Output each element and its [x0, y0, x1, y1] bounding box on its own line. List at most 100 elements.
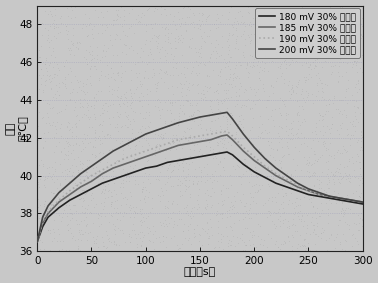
Point: [342, 147, 348, 152]
Point: [268, 114, 274, 119]
Point: [87, 16, 93, 20]
Point: [169, 169, 175, 174]
200 mV 30% 占空比: [57, 191, 61, 194]
Point: [95, 136, 101, 141]
Point: [53, 130, 59, 135]
Point: [190, 182, 196, 186]
Point: [329, 115, 335, 119]
Point: [177, 38, 183, 43]
Point: [163, 7, 169, 11]
Point: [198, 243, 204, 247]
Point: [66, 169, 72, 174]
Point: [115, 73, 121, 77]
Point: [118, 163, 124, 168]
Point: [285, 145, 291, 150]
180 mV 30% 占空比: [295, 189, 300, 192]
Point: [127, 46, 133, 50]
Point: [197, 27, 203, 31]
Point: [54, 120, 60, 125]
Point: [285, 132, 291, 137]
Point: [339, 201, 345, 205]
Point: [125, 138, 131, 142]
Point: [311, 66, 317, 70]
Point: [38, 158, 44, 163]
Point: [118, 125, 124, 130]
Point: [46, 211, 52, 215]
Point: [229, 207, 235, 211]
Point: [311, 170, 318, 174]
Point: [167, 108, 173, 112]
Point: [223, 61, 229, 65]
Point: [64, 223, 70, 227]
Point: [83, 224, 89, 228]
Point: [74, 222, 80, 227]
Point: [142, 200, 148, 204]
Point: [292, 168, 298, 172]
Point: [232, 46, 238, 51]
Point: [306, 161, 312, 165]
Point: [171, 117, 177, 121]
Point: [85, 103, 91, 108]
Point: [230, 78, 236, 82]
Point: [88, 63, 94, 68]
Point: [227, 55, 233, 59]
Point: [351, 220, 357, 225]
Point: [77, 248, 83, 252]
Point: [335, 148, 341, 153]
Point: [109, 194, 115, 198]
190 mV 30% 占空比: [165, 142, 170, 145]
Point: [273, 78, 279, 83]
Point: [228, 142, 234, 147]
Point: [264, 24, 270, 29]
Point: [126, 232, 132, 236]
Point: [358, 180, 364, 185]
Point: [156, 108, 162, 113]
Point: [45, 228, 51, 232]
Point: [245, 211, 251, 216]
Point: [149, 75, 155, 79]
Point: [140, 235, 146, 239]
Point: [298, 130, 304, 135]
Point: [350, 161, 356, 166]
Point: [344, 174, 350, 179]
Point: [229, 113, 235, 117]
Point: [299, 243, 305, 248]
Point: [217, 173, 223, 177]
Point: [345, 78, 351, 83]
Point: [339, 74, 345, 78]
Point: [231, 104, 237, 108]
Point: [239, 182, 245, 186]
Point: [357, 178, 363, 183]
Point: [145, 231, 151, 235]
Point: [252, 189, 258, 194]
Point: [309, 27, 315, 31]
Point: [99, 239, 105, 244]
Point: [290, 217, 296, 222]
Point: [133, 87, 139, 91]
Point: [188, 126, 194, 130]
Point: [195, 232, 201, 236]
Point: [119, 228, 125, 233]
Point: [306, 71, 312, 76]
Point: [326, 153, 332, 158]
Point: [209, 203, 215, 207]
Point: [248, 87, 254, 92]
Point: [180, 103, 186, 107]
Point: [98, 191, 104, 196]
Point: [73, 121, 79, 125]
Point: [84, 170, 90, 174]
180 mV 30% 占空比: [306, 193, 311, 196]
Point: [283, 111, 289, 116]
Point: [253, 173, 259, 177]
Point: [208, 205, 214, 209]
Point: [223, 115, 229, 120]
Point: [221, 142, 227, 146]
Point: [181, 176, 187, 180]
Point: [257, 114, 263, 119]
Point: [352, 85, 358, 89]
Point: [84, 61, 90, 66]
Point: [75, 246, 81, 251]
Point: [115, 85, 121, 89]
Point: [157, 150, 163, 155]
Point: [87, 23, 93, 27]
